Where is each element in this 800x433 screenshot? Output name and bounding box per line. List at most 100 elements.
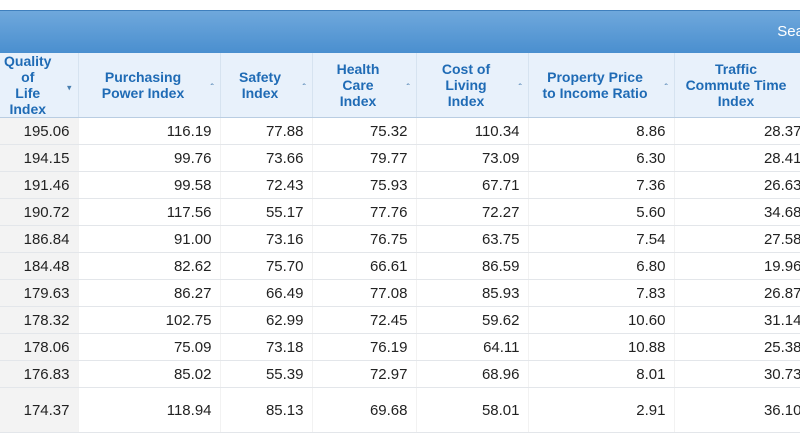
table-cell: 190.72	[0, 198, 79, 226]
table-cell: 99.58	[78, 171, 221, 199]
column-header-safety[interactable]: Safety Index ˆ	[220, 53, 313, 118]
column-header-property-price[interactable]: Property Price to Income Ratio ˆ	[528, 53, 675, 118]
table-cell: 79.77	[312, 144, 417, 172]
table-cell: 85.13	[220, 387, 313, 433]
table-cell: 7.54	[528, 225, 675, 253]
column-header-quality-of-life[interactable]: Quality of Life Index ▾	[0, 53, 79, 118]
header-label: Purchasing Power Index	[101, 69, 185, 101]
table-cell: 117.56	[78, 198, 221, 226]
column-header-health-care[interactable]: Health Care Index ˆ	[312, 53, 417, 118]
table-cell: 72.43	[220, 171, 313, 199]
table-cell: 28.37	[674, 117, 800, 145]
table-cell: 75.93	[312, 171, 417, 199]
table-cell: 178.32	[0, 306, 79, 334]
table-cell: 75.70	[220, 252, 313, 280]
table-cell: 91.00	[78, 225, 221, 253]
header-label: Property Price to Income Ratio	[542, 69, 648, 101]
table-cell: 63.75	[416, 225, 529, 253]
table-cell: 102.75	[78, 306, 221, 334]
table-cell: 85.02	[78, 360, 221, 388]
table-cell: 184.48	[0, 252, 79, 280]
table-cell: 30.73	[674, 360, 800, 388]
table-row: 178.06 75.09 73.18 76.19 64.11 10.88 25.38	[0, 333, 800, 361]
rankings-table-container: Quality of Life Index ▾ Purchasing Power In…	[0, 53, 800, 433]
table-cell: 31.14	[674, 306, 800, 334]
table-cell: 72.27	[416, 198, 529, 226]
table-row: 184.48 82.62 75.70 66.61 86.59 6.80 19.96	[0, 252, 800, 280]
table-row: 176.83 85.02 55.39 72.97 68.96 8.01 30.73	[0, 360, 800, 388]
table-cell: 195.06	[0, 117, 79, 145]
table-cell: 77.76	[312, 198, 417, 226]
header-label: Quality of Life Index	[4, 53, 52, 117]
sort-indicator-icon: ˆ	[302, 82, 306, 93]
header-label: Cost of Living Index	[441, 61, 491, 109]
sort-indicator-icon: ˆ	[664, 82, 668, 93]
table-cell: 10.88	[528, 333, 675, 361]
table-cell: 191.46	[0, 171, 79, 199]
table-row: 179.63 86.27 66.49 77.08 85.93 7.83 26.87	[0, 279, 800, 307]
table-cell: 76.19	[312, 333, 417, 361]
table-cell: 62.99	[220, 306, 313, 334]
column-header-purchasing-power[interactable]: Purchasing Power Index ˆ	[78, 53, 221, 118]
table-cell: 8.01	[528, 360, 675, 388]
table-cell: 34.68	[674, 198, 800, 226]
table-cell: 5.60	[528, 198, 675, 226]
column-header-cost-of-living[interactable]: Cost of Living Index ˆ	[416, 53, 529, 118]
table-cell: 174.37	[0, 387, 79, 433]
top-header-bar: Sea	[0, 10, 800, 53]
table-cell: 55.17	[220, 198, 313, 226]
table-cell: 69.68	[312, 387, 417, 433]
table-cell: 73.09	[416, 144, 529, 172]
table-cell: 28.41	[674, 144, 800, 172]
table-cell: 66.49	[220, 279, 313, 307]
header-row: Quality of Life Index ▾ Purchasing Power In…	[0, 53, 800, 118]
search-label[interactable]: Sea	[777, 23, 800, 40]
table-cell: 73.66	[220, 144, 313, 172]
table-cell: 77.08	[312, 279, 417, 307]
table-cell: 75.32	[312, 117, 417, 145]
table-cell: 26.87	[674, 279, 800, 307]
table-row: 190.72 117.56 55.17 77.76 72.27 5.60 34.68	[0, 198, 800, 226]
table-cell: 72.45	[312, 306, 417, 334]
table-cell: 10.60	[528, 306, 675, 334]
table-cell: 86.27	[78, 279, 221, 307]
sort-indicator-icon: ˆ	[210, 82, 214, 93]
table-cell: 7.36	[528, 171, 675, 199]
table-cell: 85.93	[416, 279, 529, 307]
table-cell: 6.80	[528, 252, 675, 280]
table-cell: 67.71	[416, 171, 529, 199]
table-cell: 72.97	[312, 360, 417, 388]
table-cell: 8.86	[528, 117, 675, 145]
table-cell: 59.62	[416, 306, 529, 334]
table-cell: 82.62	[78, 252, 221, 280]
table-row: 191.46 99.58 72.43 75.93 67.71 7.36 26.63	[0, 171, 800, 199]
sort-indicator-icon: ˆ	[518, 82, 522, 93]
table-row: 174.37 118.94 85.13 69.68 58.01 2.91 36.10	[0, 387, 800, 433]
table-cell: 6.30	[528, 144, 675, 172]
table-row: 194.15 99.76 73.66 79.77 73.09 6.30 28.41	[0, 144, 800, 172]
sort-indicator-icon: ▾	[66, 82, 72, 93]
table-cell: 2.91	[528, 387, 675, 433]
table-cell: 76.75	[312, 225, 417, 253]
table-row: 195.06 116.19 77.88 75.32 110.34 8.86 28.37	[0, 117, 800, 145]
sort-indicator-icon: ˆ	[406, 82, 410, 93]
table-cell: 110.34	[416, 117, 529, 145]
table-cell: 116.19	[78, 117, 221, 145]
header-label: Traffic Commute Time Index	[685, 61, 787, 109]
table-cell: 66.61	[312, 252, 417, 280]
header-label: Safety Index	[238, 69, 282, 101]
table-cell: 75.09	[78, 333, 221, 361]
table-cell: 27.58	[674, 225, 800, 253]
table-cell: 86.59	[416, 252, 529, 280]
table-cell: 58.01	[416, 387, 529, 433]
rankings-table: Quality of Life Index ▾ Purchasing Power In…	[0, 53, 800, 433]
table-cell: 19.96	[674, 252, 800, 280]
table-cell: 26.63	[674, 171, 800, 199]
table-body: 195.06 116.19 77.88 75.32 110.34 8.86 28.37 19…	[0, 117, 800, 433]
table-cell: 64.11	[416, 333, 529, 361]
table-cell: 73.18	[220, 333, 313, 361]
table-cell: 194.15	[0, 144, 79, 172]
table-cell: 186.84	[0, 225, 79, 253]
table-cell: 73.16	[220, 225, 313, 253]
